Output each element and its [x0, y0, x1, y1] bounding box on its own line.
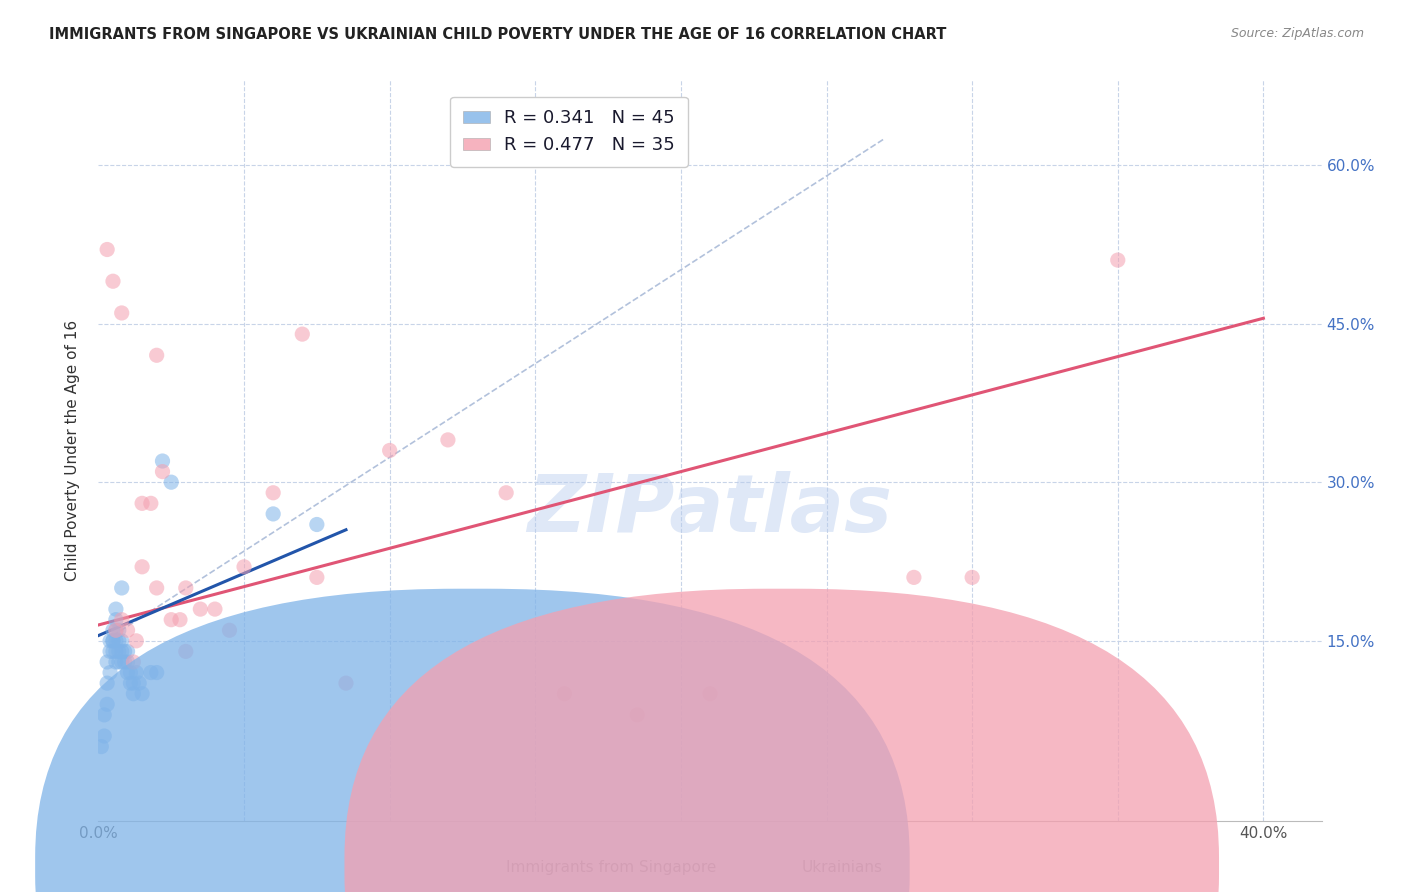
- Point: [160, 613, 183, 627]
- Point: [262, 485, 284, 500]
- Text: ZIPatlas: ZIPatlas: [527, 471, 893, 549]
- Point: [291, 327, 314, 342]
- Point: [111, 306, 134, 320]
- Point: [101, 644, 124, 658]
- Point: [117, 624, 139, 638]
- Point: [104, 644, 127, 658]
- Point: [145, 581, 167, 595]
- Point: [104, 655, 127, 669]
- Point: [204, 602, 226, 616]
- Point: [305, 570, 328, 584]
- Point: [111, 633, 134, 648]
- Legend: R = 0.341   N = 45, R = 0.477   N = 35: R = 0.341 N = 45, R = 0.477 N = 35: [450, 96, 688, 167]
- Point: [626, 707, 648, 722]
- Point: [233, 559, 256, 574]
- Point: [111, 655, 134, 669]
- Point: [125, 633, 148, 648]
- Point: [101, 633, 124, 648]
- Point: [117, 644, 139, 658]
- Text: Ukrainians: Ukrainians: [801, 860, 883, 874]
- Point: [378, 443, 401, 458]
- Point: [437, 433, 460, 447]
- Point: [188, 602, 212, 616]
- Point: [960, 570, 983, 584]
- Point: [145, 348, 167, 362]
- Point: [101, 624, 124, 638]
- Point: [104, 602, 127, 616]
- Point: [122, 687, 145, 701]
- Point: [96, 655, 118, 669]
- Point: [903, 570, 925, 584]
- Point: [111, 613, 134, 627]
- Point: [104, 633, 127, 648]
- Point: [169, 613, 191, 627]
- Point: [117, 655, 139, 669]
- Point: [305, 517, 328, 532]
- Point: [145, 665, 167, 680]
- Point: [131, 687, 153, 701]
- Point: [218, 624, 240, 638]
- Point: [96, 676, 118, 690]
- Point: [98, 665, 121, 680]
- Point: [101, 633, 124, 648]
- Point: [335, 676, 357, 690]
- Point: [96, 698, 118, 712]
- Point: [174, 581, 197, 595]
- Point: [122, 676, 145, 690]
- Point: [90, 739, 112, 754]
- Point: [131, 496, 153, 510]
- Point: [108, 655, 131, 669]
- Point: [125, 665, 148, 680]
- Point: [139, 496, 162, 510]
- Point: [128, 676, 150, 690]
- Point: [93, 729, 115, 743]
- Text: Source: ZipAtlas.com: Source: ZipAtlas.com: [1230, 27, 1364, 40]
- Point: [111, 581, 134, 595]
- Point: [114, 655, 136, 669]
- Point: [104, 624, 127, 638]
- Point: [120, 676, 142, 690]
- Text: IMMIGRANTS FROM SINGAPORE VS UKRAINIAN CHILD POVERTY UNDER THE AGE OF 16 CORRELA: IMMIGRANTS FROM SINGAPORE VS UKRAINIAN C…: [49, 27, 946, 42]
- Point: [104, 613, 127, 627]
- Point: [495, 485, 517, 500]
- Point: [93, 707, 115, 722]
- Point: [160, 475, 183, 490]
- Point: [1107, 253, 1129, 268]
- Point: [114, 644, 136, 658]
- Point: [139, 665, 162, 680]
- Point: [101, 274, 124, 288]
- Point: [108, 633, 131, 648]
- Point: [699, 687, 721, 701]
- Point: [122, 655, 145, 669]
- Text: Immigrants from Singapore: Immigrants from Singapore: [506, 860, 717, 874]
- Point: [108, 644, 131, 658]
- Point: [131, 559, 153, 574]
- Point: [96, 243, 118, 257]
- Point: [104, 624, 127, 638]
- Point: [98, 633, 121, 648]
- Point: [120, 665, 142, 680]
- Y-axis label: Child Poverty Under the Age of 16: Child Poverty Under the Age of 16: [65, 320, 80, 581]
- Point: [111, 644, 134, 658]
- Point: [108, 624, 131, 638]
- Point: [98, 644, 121, 658]
- Point: [553, 687, 575, 701]
- Point: [174, 644, 197, 658]
- Point: [262, 507, 284, 521]
- Point: [152, 454, 174, 468]
- Point: [117, 665, 139, 680]
- Point: [152, 465, 174, 479]
